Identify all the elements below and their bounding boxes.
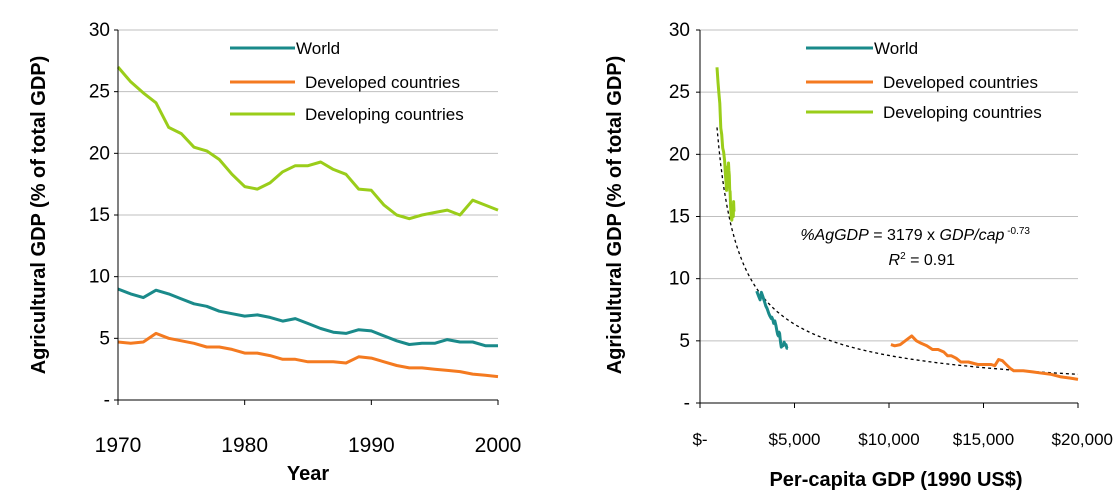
r2-exp: 2 [900, 251, 906, 262]
series-line-developing [116, 66, 499, 221]
left-x-axis-title: Year [287, 463, 329, 485]
right-y-ticks: - 5 10 15 20 25 30 [669, 20, 700, 414]
series-line-developing [715, 67, 736, 222]
legend-label-developed: Developed countries [883, 73, 1038, 92]
right-y-axis-title: Agricultural GDP (% of total GDP) [604, 56, 626, 375]
y-tick-label: - [104, 390, 110, 411]
y-tick-label: 5 [679, 331, 690, 352]
y-tick-label: 30 [669, 20, 690, 41]
right-x-axis-title: Per-capita GDP (1990 US$) [769, 469, 1022, 491]
series-line-developed [890, 334, 1079, 381]
legend-label-world: World [296, 39, 340, 58]
trend-r-squared: R2 = 0.91 [889, 251, 956, 269]
r2-symbol: R [889, 252, 901, 269]
x-tick-label: $20,000 [1052, 430, 1113, 449]
y-tick-label: - [684, 393, 690, 414]
y-tick-label: 25 [89, 82, 110, 103]
x-tick-label: $5,000 [769, 430, 821, 449]
right-legend: World Developed countries Developing count… [806, 39, 1042, 122]
r2-value: = 0.91 [906, 252, 955, 269]
series-line-world [755, 290, 789, 350]
trend-equation: %AgGDP = 3179 x GDP/cap -0.73 [800, 226, 1030, 244]
x-tick-label: 2000 [475, 434, 522, 457]
right-series-lines [715, 67, 1079, 381]
equation-exp: -0.73 [1004, 226, 1030, 237]
x-tick-label: $- [692, 430, 707, 449]
legend-label-world: World [874, 39, 918, 58]
y-tick-label: 10 [89, 267, 110, 288]
legend-label-developing: Developing countries [305, 105, 464, 124]
y-tick-label: 20 [89, 143, 110, 164]
right-gridlines [700, 29, 1078, 342]
left-series-lines [116, 66, 499, 379]
y-tick-label: 20 [669, 144, 690, 165]
x-tick-label: 1980 [221, 434, 268, 457]
y-tick-label: 30 [89, 20, 110, 41]
y-tick-label: 5 [99, 328, 110, 349]
chart-left: - 5 10 15 20 25 30 1970 1980 1990 2000 Agricultur… [28, 20, 521, 485]
equation-var: GDP/cap [940, 227, 1005, 244]
series-line-developed [117, 331, 499, 379]
y-tick-label: 10 [669, 269, 690, 290]
series-line-world [117, 287, 498, 348]
right-trendline [716, 127, 1079, 375]
left-y-ticks: - 5 10 15 20 25 30 [89, 20, 118, 411]
x-tick-label: $10,000 [858, 430, 919, 449]
left-x-ticks: 1970 1980 1990 2000 [95, 400, 522, 457]
equation-lhs: %AgGDP [800, 227, 869, 244]
left-gridlines [118, 29, 498, 339]
y-tick-label: 15 [669, 207, 690, 228]
y-tick-label: 25 [669, 82, 690, 103]
chart-right: - 5 10 15 20 25 30 $- $5,000 $10,000 $15,000 $20,0… [604, 20, 1113, 491]
left-y-axis-title: Agricultural GDP (% of total GDP) [28, 56, 50, 375]
equation-coef: = 3179 x [869, 227, 940, 244]
y-tick-label: 15 [89, 205, 110, 226]
x-tick-label: 1990 [348, 434, 395, 457]
x-tick-label: $15,000 [953, 430, 1014, 449]
legend-label-developing: Developing countries [883, 103, 1042, 122]
left-legend: World Developed countries Developing count… [230, 39, 464, 124]
x-tick-label: 1970 [95, 434, 142, 457]
right-x-ticks: $- $5,000 $10,000 $15,000 $20,000 [692, 403, 1113, 449]
legend-label-developed: Developed countries [305, 73, 460, 92]
